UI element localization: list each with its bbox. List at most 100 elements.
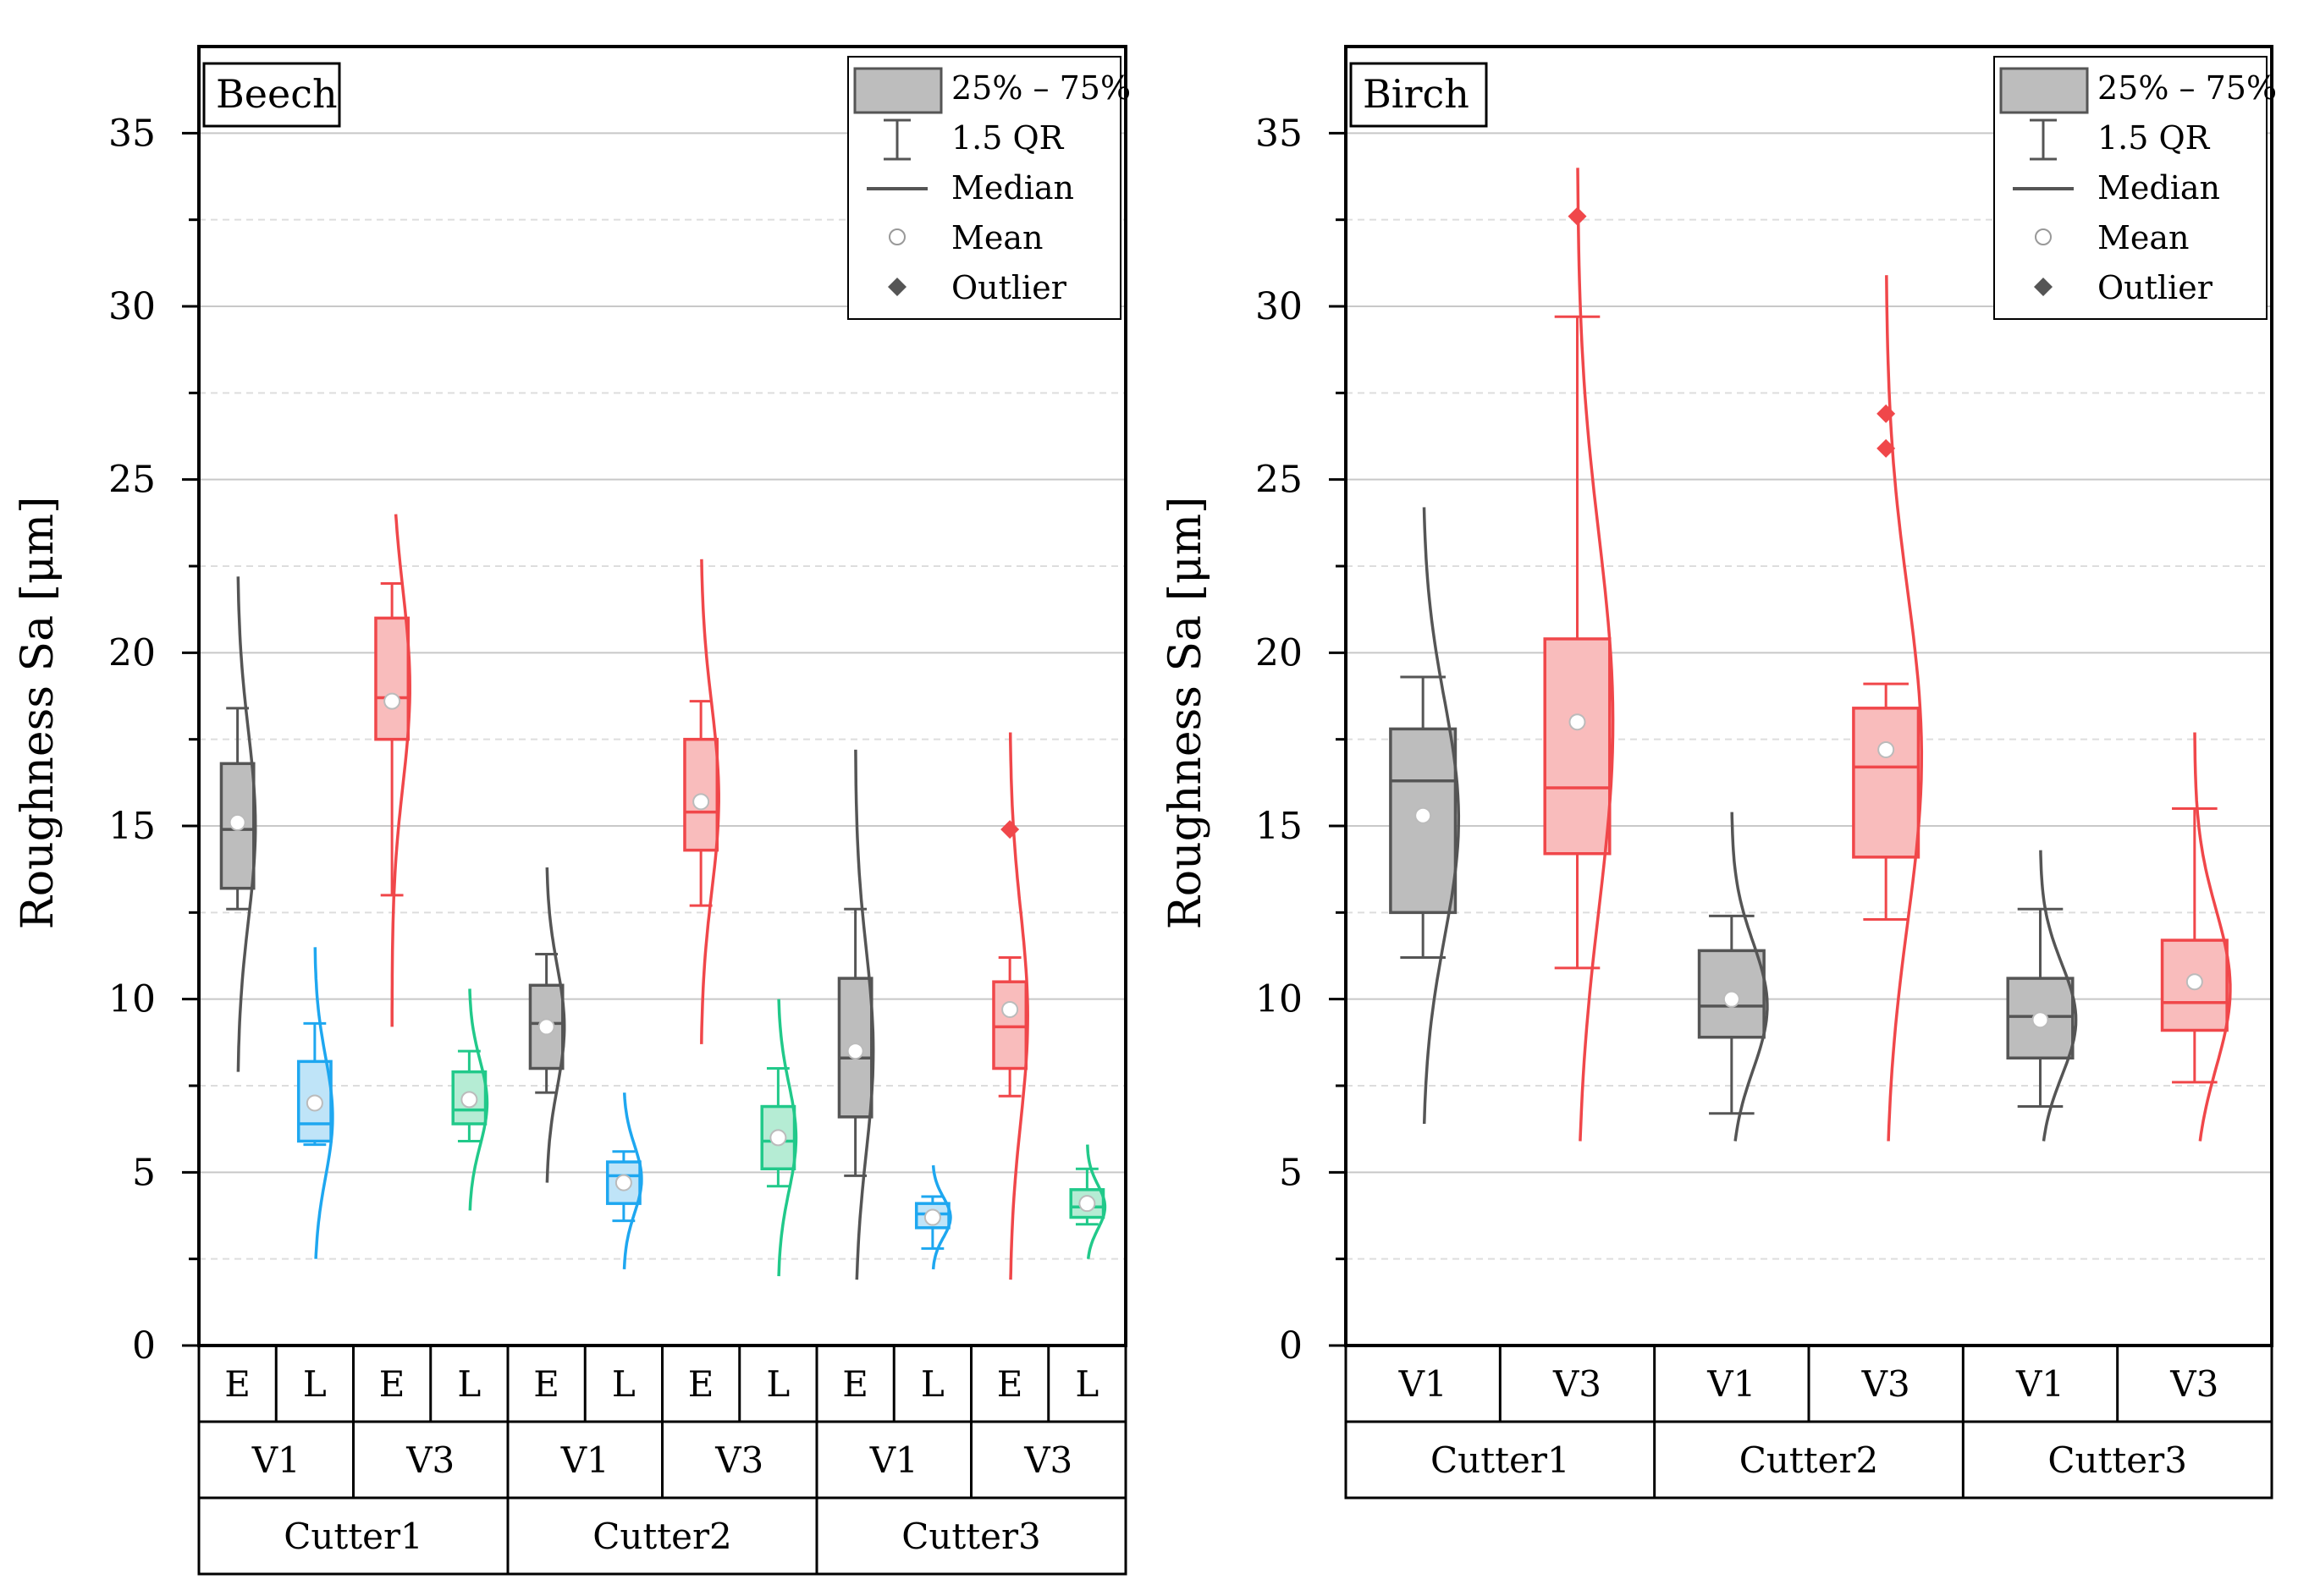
category-label: V3 — [714, 1439, 763, 1481]
distribution-curve — [622, 1092, 643, 1270]
distribution-curve — [545, 867, 566, 1183]
box-cutter3-v3-l — [1069, 1144, 1107, 1259]
legend-label: Outlier — [951, 269, 1067, 306]
y-tick-label: 30 — [1255, 285, 1303, 328]
category-label: Cutter1 — [284, 1516, 423, 1557]
category-label: E — [224, 1363, 251, 1405]
outlier-marker — [1000, 820, 1020, 839]
chart-panel-beech: 0 5 10 15 20 25 30 35 Roughness Sa [μm] Beech 25% … — [13, 45, 1131, 1576]
box-cutter3-v3 — [2160, 732, 2232, 1142]
legend-swatch-box — [853, 67, 943, 114]
mean-marker — [614, 1174, 632, 1191]
y-tick-label: 5 — [132, 1151, 156, 1194]
distribution-curve — [1086, 1144, 1107, 1259]
y-tick-label: 25 — [1255, 459, 1303, 502]
category-label: V1 — [2015, 1363, 2064, 1405]
mean-marker — [1722, 990, 1740, 1008]
legend-swatch-mean — [889, 228, 906, 245]
box-cutter3-v1-l — [914, 1164, 952, 1270]
mean-marker — [923, 1208, 941, 1226]
mean-marker — [537, 1018, 555, 1036]
y-tick-label: 20 — [108, 631, 156, 674]
legend-label: 1.5 QR — [951, 119, 1065, 157]
outlier-marker — [1876, 404, 1896, 423]
y-tick-label: 20 — [1255, 631, 1303, 674]
mean-marker — [1414, 806, 1432, 824]
category-label: Cutter3 — [901, 1516, 1041, 1557]
panel-title: Beech — [216, 71, 338, 117]
mean-marker — [769, 1129, 787, 1147]
distribution-curve — [2193, 732, 2232, 1142]
category-label: E — [842, 1363, 868, 1405]
iqr-box — [1543, 637, 1612, 856]
category-label: L — [303, 1363, 327, 1405]
category-label: V1 — [560, 1439, 609, 1481]
box-cutter1-v1-e — [219, 576, 257, 1072]
box-cutter2-v3 — [1852, 275, 1924, 1142]
y-tick-label: 10 — [108, 978, 156, 1021]
legend-swatch-box — [1999, 67, 2089, 114]
distribution-curve — [1730, 812, 1769, 1142]
iqr-box — [992, 980, 1028, 1070]
category-label: V3 — [1861, 1363, 1910, 1405]
panel-title-frame — [1349, 62, 1488, 128]
category-label: L — [766, 1363, 790, 1405]
mean-marker — [2185, 973, 2203, 991]
distribution-curve — [1422, 507, 1461, 1125]
box-cutter1-v1 — [1389, 507, 1461, 1125]
category-label: V3 — [2169, 1363, 2218, 1405]
legend-label: Mean — [2097, 219, 2190, 256]
distribution-curve — [390, 514, 411, 1027]
category-label: L — [1075, 1363, 1099, 1405]
box-cutter2-v3-e — [683, 559, 720, 1044]
category-label: V1 — [1398, 1363, 1447, 1405]
box-cutter1-v3-l — [451, 988, 489, 1211]
category-label: V3 — [405, 1439, 455, 1481]
iqr-box — [1852, 707, 1920, 859]
legend-label: Outlier — [2097, 269, 2213, 306]
category-label: Cutter3 — [2047, 1439, 2187, 1481]
outlier-marker — [1876, 438, 1896, 458]
distribution-curve — [777, 999, 798, 1277]
legend-label: 25% – 75% — [951, 69, 1131, 107]
category-label: L — [921, 1363, 945, 1405]
y-axis-title: Roughness Sa [μm] — [1160, 497, 1211, 930]
y-tick-label: 35 — [1255, 112, 1303, 155]
category-label: Cutter2 — [1739, 1439, 1879, 1481]
panel-title-frame — [202, 62, 341, 128]
panel-title-box: Birch — [1349, 62, 1488, 128]
category-label: V3 — [1552, 1363, 1601, 1405]
mean-marker — [692, 793, 710, 811]
legend: 25% – 75% 1.5 QR Median Mean Outlier — [1993, 56, 2277, 320]
y-tick-label: 10 — [1255, 978, 1303, 1021]
box-cutter3-v3-e — [992, 732, 1029, 1280]
category-label: L — [612, 1363, 636, 1405]
chart-panel-birch: 0 5 10 15 20 25 30 35 Roughness Sa [μm] Birch 25% … — [1160, 45, 2277, 1500]
category-label: L — [457, 1363, 481, 1405]
distribution-curve — [468, 988, 489, 1211]
iqr-box — [374, 616, 411, 741]
legend-label: 25% – 75% — [2097, 69, 2277, 107]
y-tick-label: 15 — [1255, 805, 1303, 848]
y-tick-label: 15 — [108, 805, 156, 848]
y-tick-label: 25 — [108, 459, 156, 502]
mean-marker — [383, 692, 401, 710]
outlier-marker — [1568, 206, 1587, 226]
category-label: E — [997, 1363, 1023, 1405]
mean-marker — [1877, 740, 1895, 758]
box-cutter1-v3 — [1543, 168, 1615, 1142]
distribution-curve — [931, 1164, 952, 1270]
mean-marker — [2031, 1011, 2049, 1029]
iqr-box — [528, 983, 565, 1070]
box-cutter2-v1 — [1697, 812, 1769, 1142]
legend-swatch-outlier — [888, 278, 907, 296]
y-tick-label: 0 — [1279, 1324, 1303, 1368]
category-label: E — [379, 1363, 405, 1405]
mean-marker — [1078, 1195, 1096, 1213]
panel-title-box: Beech — [202, 62, 341, 128]
distribution-curve — [313, 947, 334, 1259]
category-table: V1 V3 V1 V3 V1 V3 Cutter1 Cutter2 Cutter3 — [1344, 1344, 2273, 1500]
category-label: Cutter2 — [592, 1516, 732, 1557]
